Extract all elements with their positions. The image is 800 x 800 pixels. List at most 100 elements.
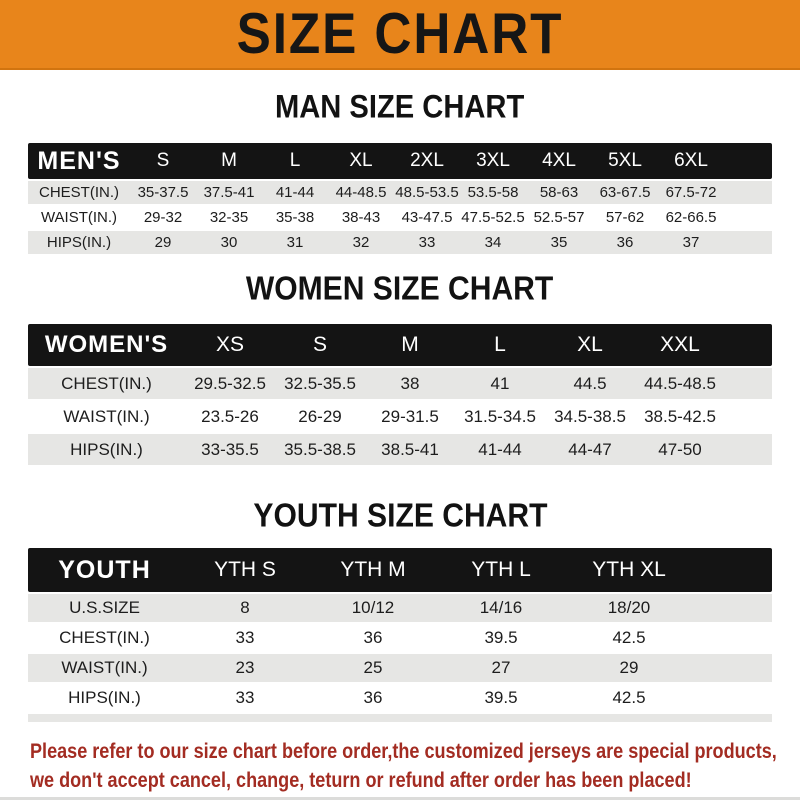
women-table-header: WOMEN'S XS S M L XL XXL [28,324,772,366]
size-cell: 36 [363,628,383,647]
row-label: CHEST(IN.) [59,628,150,647]
disclaimer-line-1: Please refer to our size chart before or… [30,740,777,763]
youth-table-header-label: YOUTH [58,555,151,584]
size-cell: 37.5-41 [203,184,255,201]
disclaimer-line-2: we don't accept cancel, change, teturn o… [30,769,692,793]
size-cell: 14/16 [479,598,523,617]
size-column-header: YTH M [340,558,406,581]
size-cell: 52.5-57 [533,209,585,226]
size-cell: 47-50 [658,439,702,459]
row-label: U.S.SIZE [69,598,140,617]
youth-size-table: YOUTH YTH S YTH M YTH L YTH XL U.S.SIZE … [28,548,772,722]
size-cell: 43-47.5 [401,209,453,226]
size-cell: 32-35 [209,209,249,226]
row-label: WAIST(IN.) [61,658,148,677]
size-column-header: M [221,150,237,171]
youth-table-header: YOUTH YTH S YTH M YTH L YTH XL [28,548,772,592]
women-table-header-label: WOMEN'S [44,331,169,358]
women-section-heading: WOMEN SIZE CHART [0,269,800,307]
disclaimer: Please refer to our size chart before or… [30,737,800,796]
table-row: HIPS(IN.) 33-35.5 35.5-38.5 38.5-41 41-4… [28,434,772,465]
size-cell: 41-44 [275,184,315,201]
banner-title: SIZE CHART [236,2,564,66]
size-cell: 36 [363,688,383,707]
size-cell: 29-31.5 [381,406,439,426]
size-cell: 29 [154,234,172,251]
women-section-heading-text: WOMEN SIZE CHART [246,269,554,307]
table-row: HIPS(IN.) 29 30 31 32 33 34 35 36 37 [28,231,772,254]
men-section-heading: MAN SIZE CHART [0,88,800,125]
size-cell: 47.5-52.5 [461,209,525,226]
women-size-table: WOMEN'S XS S M L XL XXL CHEST(IN.) 29.5-… [28,324,772,465]
size-column-header: XXL [660,333,700,356]
table-row: WAIST(IN.) 23.5-26 26-29 29-31.5 31.5-34… [28,401,772,432]
table-row: CHEST(IN.) 35-37.5 37.5-41 41-44 44-48.5… [28,181,772,204]
table-row: U.S.SIZE 8 10/12 14/16 18/20 [28,594,772,622]
size-cell: 58-63 [539,184,579,201]
size-column-header: L [289,150,301,171]
size-cell: 44.5-48.5 [644,373,716,393]
size-column-header: 5XL [608,150,642,171]
size-cell: 29.5-32.5 [194,373,266,393]
size-cell: 29 [619,658,639,677]
table-row: WAIST(IN.) 23 25 27 29 [28,654,772,682]
size-column-header: 4XL [542,150,576,171]
row-label: HIPS(IN.) [70,439,143,459]
size-cell: 44-48.5 [335,184,387,201]
size-cell: 33 [418,234,436,251]
youth-section-heading: YOUTH SIZE CHART [0,496,800,534]
size-cell: 25 [363,658,383,677]
size-cell: 57-62 [605,209,645,226]
size-cell: 35 [550,234,568,251]
table-bottom-strip [28,714,772,722]
size-cell: 42.5 [612,688,646,707]
row-label: WAIST(IN.) [63,406,150,426]
size-cell: 33-35.5 [201,439,259,459]
size-cell: 39.5 [484,628,518,647]
men-table-header: MEN'S S M L XL 2XL 3XL 4XL 5XL 6XL [28,143,772,179]
size-cell: 38 [400,373,420,393]
size-column-header: 3XL [476,150,510,171]
size-column-header: L [494,333,506,356]
size-cell: 34 [484,234,502,251]
size-cell: 27 [491,658,511,677]
table-row: WAIST(IN.) 29-32 32-35 35-38 38-43 43-47… [28,206,772,229]
table-row: CHEST(IN.) 33 36 39.5 42.5 [28,624,772,652]
row-label: HIPS(IN.) [46,234,112,251]
size-cell: 41-44 [478,439,522,459]
size-cell: 30 [220,234,238,251]
size-cell: 53.5-58 [467,184,519,201]
size-cell: 44.5 [573,373,607,393]
size-column-header: S [156,150,170,171]
size-cell: 38-43 [341,209,381,226]
size-cell: 32.5-35.5 [284,373,356,393]
size-cell: 36 [616,234,634,251]
size-cell: 26-29 [298,406,342,426]
size-cell: 67.5-72 [665,184,717,201]
size-cell: 35-38 [275,209,315,226]
size-cell: 37 [682,234,700,251]
size-cell: 44-47 [568,439,612,459]
size-cell: 35-37.5 [137,184,189,201]
size-cell: 42.5 [612,628,646,647]
size-cell: 33 [235,688,255,707]
size-column-header: S [312,333,327,356]
men-size-table: MEN'S S M L XL 2XL 3XL 4XL 5XL 6XL CHEST… [28,143,772,254]
men-table-header-label: MEN'S [37,146,121,175]
size-cell: 39.5 [484,688,518,707]
size-cell: 23.5-26 [201,406,259,426]
size-column-header: XS [215,333,244,356]
size-cell: 35.5-38.5 [284,439,356,459]
size-cell: 38.5-41 [381,439,439,459]
size-cell: 62-66.5 [665,209,717,226]
size-cell: 23 [235,658,255,677]
size-cell: 48.5-53.5 [395,184,459,201]
size-cell: 63-67.5 [599,184,651,201]
size-cell: 34.5-38.5 [554,406,626,426]
size-column-header: YTH L [471,558,531,581]
table-row: HIPS(IN.) 33 36 39.5 42.5 [28,684,772,712]
size-column-header: XL [349,150,373,171]
size-cell: 33 [235,628,255,647]
men-section-heading-text: MAN SIZE CHART [275,88,525,125]
